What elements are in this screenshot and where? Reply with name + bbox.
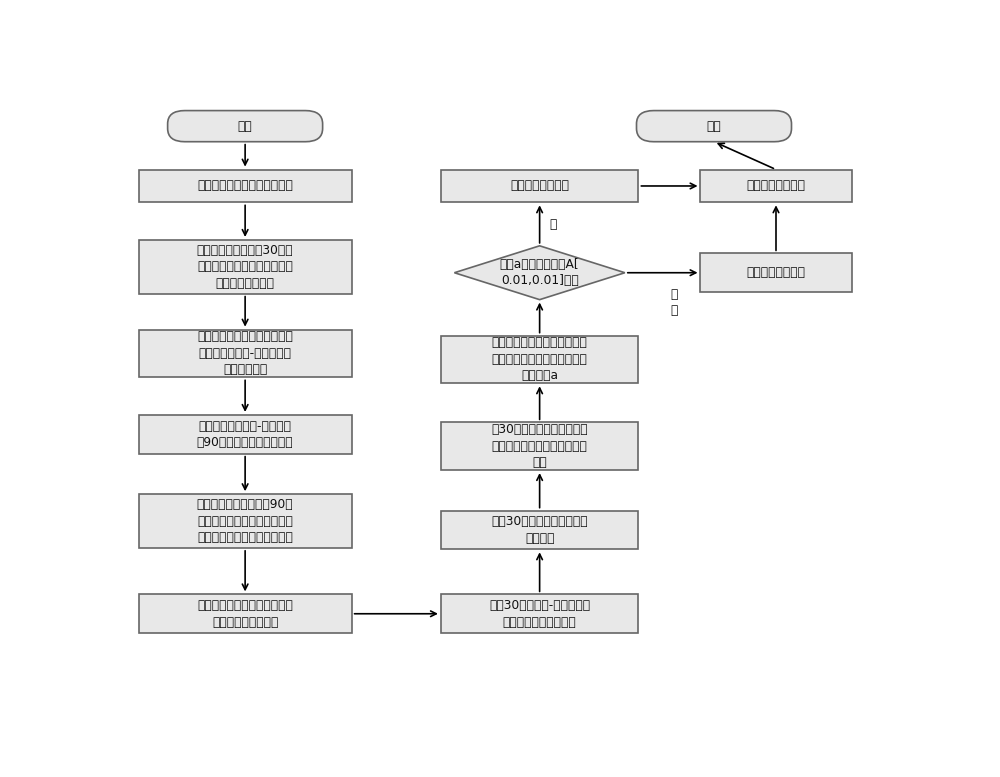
Text: 随机选取某一日，通过90度
油位值与实测值得出所选日期
的实测数据油位等效拟合直线: 随机选取某一日，通过90度 油位值与实测值得出所选日期 的实测数据油位等效拟合直… xyxy=(197,498,293,544)
FancyBboxPatch shape xyxy=(139,240,352,294)
FancyBboxPatch shape xyxy=(441,169,638,203)
Text: 斜率a是否处于区间A[
0.01,0.01]以内: 斜率a是否处于区间A[ 0.01,0.01]以内 xyxy=(500,258,579,287)
Text: 开始: 开始 xyxy=(238,120,252,133)
FancyBboxPatch shape xyxy=(441,336,638,383)
Text: 确定时间与油位的拟合直线函
数，得出时间与油位拟合直线
函数斜率a: 确定时间与油位的拟合直线函 数，得出时间与油位拟合直线 函数斜率a xyxy=(492,336,588,382)
Text: 计算实测数据油温-油位直线
在90摄氏度油温下的油位值: 计算实测数据油温-油位直线 在90摄氏度油温下的油位值 xyxy=(197,420,293,449)
Text: 将实测数据进行线性拟合，确
定实测数据油温-油位拟合直
线函数表达式: 将实测数据进行线性拟合，确 定实测数据油温-油位拟合直 线函数表达式 xyxy=(197,330,293,377)
Text: 结束: 结束 xyxy=(707,120,721,133)
FancyBboxPatch shape xyxy=(139,594,352,633)
FancyBboxPatch shape xyxy=(139,169,352,203)
Text: 完成30天的巡视时间对应的
刻度转化: 完成30天的巡视时间对应的 刻度转化 xyxy=(491,515,588,545)
Text: 主变设备油位正常: 主变设备油位正常 xyxy=(510,179,569,193)
Text: 不
是: 不 是 xyxy=(670,287,678,317)
FancyBboxPatch shape xyxy=(700,253,852,292)
Text: 将30天内转化后的时间与等
效油位值进行最小二乘法线性
拟合: 将30天内转化后的时间与等 效油位值进行最小二乘法线性 拟合 xyxy=(491,423,588,469)
FancyBboxPatch shape xyxy=(139,329,352,378)
FancyBboxPatch shape xyxy=(441,423,638,470)
Text: 确定所选日期实测油位在设定
温度下的等效油位值: 确定所选日期实测油位在设定 温度下的等效油位值 xyxy=(197,599,293,629)
FancyBboxPatch shape xyxy=(441,594,638,633)
Text: 完成30天的油温-油位实测数
据在设定温度下的转化: 完成30天的油温-油位实测数 据在设定温度下的转化 xyxy=(489,599,590,629)
FancyBboxPatch shape xyxy=(441,510,638,549)
FancyBboxPatch shape xyxy=(168,110,323,141)
Polygon shape xyxy=(454,246,625,300)
Text: 是: 是 xyxy=(549,218,556,231)
Text: 选定主变压器油温、油位仪表: 选定主变压器油温、油位仪表 xyxy=(197,179,293,193)
FancyBboxPatch shape xyxy=(139,415,352,454)
Text: 判定结果告知用户: 判定结果告知用户 xyxy=(746,179,806,193)
FancyBboxPatch shape xyxy=(700,169,852,203)
Text: 主变设备油位异常: 主变设备油位异常 xyxy=(746,267,806,279)
Text: 选取当前天以前最近30天，
将巡视抓图通过图像智能分析
模型转为实测数据: 选取当前天以前最近30天， 将巡视抓图通过图像智能分析 模型转为实测数据 xyxy=(197,244,293,290)
FancyBboxPatch shape xyxy=(139,494,352,548)
FancyBboxPatch shape xyxy=(637,110,792,141)
